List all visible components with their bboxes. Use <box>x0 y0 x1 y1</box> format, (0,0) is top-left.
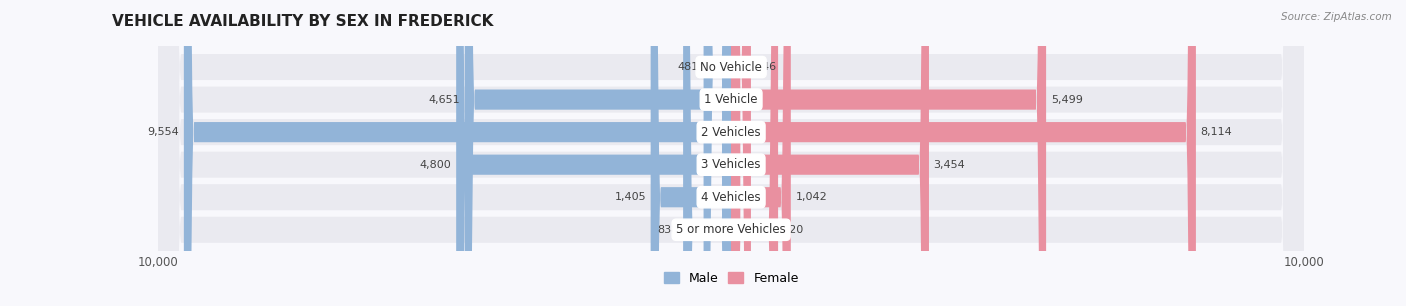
Text: 5,499: 5,499 <box>1050 95 1083 105</box>
Legend: Male, Female: Male, Female <box>658 267 804 290</box>
Text: 2 Vehicles: 2 Vehicles <box>702 126 761 139</box>
FancyBboxPatch shape <box>159 0 1303 306</box>
Text: Source: ZipAtlas.com: Source: ZipAtlas.com <box>1281 12 1392 22</box>
Text: 4,651: 4,651 <box>429 95 460 105</box>
FancyBboxPatch shape <box>456 0 731 306</box>
FancyBboxPatch shape <box>703 0 731 306</box>
Text: 4 Vehicles: 4 Vehicles <box>702 191 761 204</box>
FancyBboxPatch shape <box>651 0 731 306</box>
Text: 4,800: 4,800 <box>420 160 451 170</box>
Text: 838: 838 <box>657 225 679 235</box>
Text: 1 Vehicle: 1 Vehicle <box>704 93 758 106</box>
Text: 820: 820 <box>783 225 804 235</box>
FancyBboxPatch shape <box>731 0 1197 306</box>
FancyBboxPatch shape <box>159 0 1303 306</box>
Text: 1,042: 1,042 <box>796 192 827 202</box>
FancyBboxPatch shape <box>159 0 1303 306</box>
FancyBboxPatch shape <box>731 0 790 306</box>
Text: 3,454: 3,454 <box>934 160 966 170</box>
Text: 8,114: 8,114 <box>1201 127 1232 137</box>
FancyBboxPatch shape <box>683 0 731 306</box>
FancyBboxPatch shape <box>731 0 1046 306</box>
Text: 9,554: 9,554 <box>148 127 180 137</box>
Text: 481: 481 <box>678 62 699 72</box>
Text: 5 or more Vehicles: 5 or more Vehicles <box>676 223 786 236</box>
Text: 3 Vehicles: 3 Vehicles <box>702 158 761 171</box>
FancyBboxPatch shape <box>731 0 778 306</box>
FancyBboxPatch shape <box>159 0 1303 306</box>
Text: 346: 346 <box>755 62 776 72</box>
FancyBboxPatch shape <box>465 0 731 306</box>
FancyBboxPatch shape <box>731 0 751 306</box>
FancyBboxPatch shape <box>159 0 1303 306</box>
FancyBboxPatch shape <box>159 0 1303 306</box>
Text: No Vehicle: No Vehicle <box>700 61 762 73</box>
FancyBboxPatch shape <box>184 0 731 306</box>
Text: 1,405: 1,405 <box>614 192 647 202</box>
Text: VEHICLE AVAILABILITY BY SEX IN FREDERICK: VEHICLE AVAILABILITY BY SEX IN FREDERICK <box>112 14 494 29</box>
FancyBboxPatch shape <box>731 0 929 306</box>
